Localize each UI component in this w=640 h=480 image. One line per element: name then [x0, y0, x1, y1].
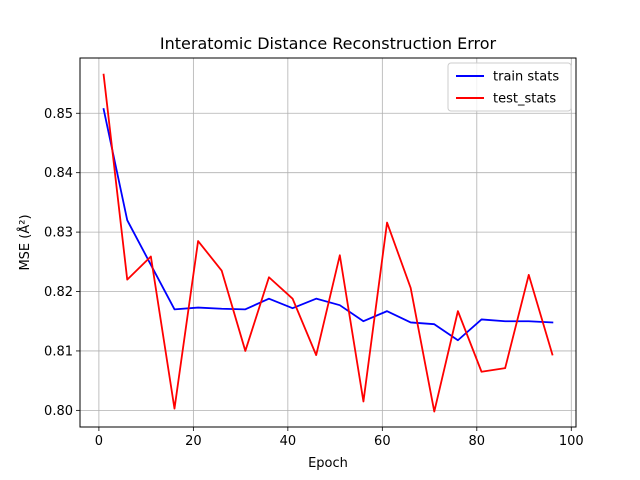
chart-title: Interatomic Distance Reconstruction Erro… — [160, 34, 497, 53]
series-line-test-stats — [102, 73, 554, 413]
x-tick-label: 20 — [185, 434, 202, 449]
x-tick-label: 40 — [280, 434, 297, 449]
x-tick-label: 80 — [469, 434, 486, 449]
axis-ticks: 0 20 40 60 80 100 0.80 0.81 0.82 0.83 0.84 0.85 — [44, 107, 584, 449]
legend-label-test-stats: test_stats — [493, 92, 556, 107]
x-tick-label: 60 — [374, 434, 391, 449]
y-tick-label: 0.82 — [44, 285, 73, 300]
y-axis-label: MSE (Å²) — [17, 214, 33, 270]
legend: train stats test_stats — [447, 62, 572, 112]
legend-label-train-stats: train stats — [493, 70, 559, 85]
y-tick-label: 0.80 — [44, 404, 73, 419]
y-tick-label: 0.81 — [44, 344, 73, 359]
series-lines — [102, 73, 554, 413]
y-tick-label: 0.85 — [44, 107, 73, 122]
grid-lines — [80, 58, 576, 427]
plot-frame — [79, 57, 577, 428]
x-tick-label: 0 — [95, 434, 103, 449]
y-tick-label: 0.84 — [44, 166, 73, 181]
y-tick-label: 0.83 — [44, 226, 73, 241]
x-axis-label: Epoch — [308, 456, 348, 471]
x-tick-label: 100 — [559, 434, 584, 449]
